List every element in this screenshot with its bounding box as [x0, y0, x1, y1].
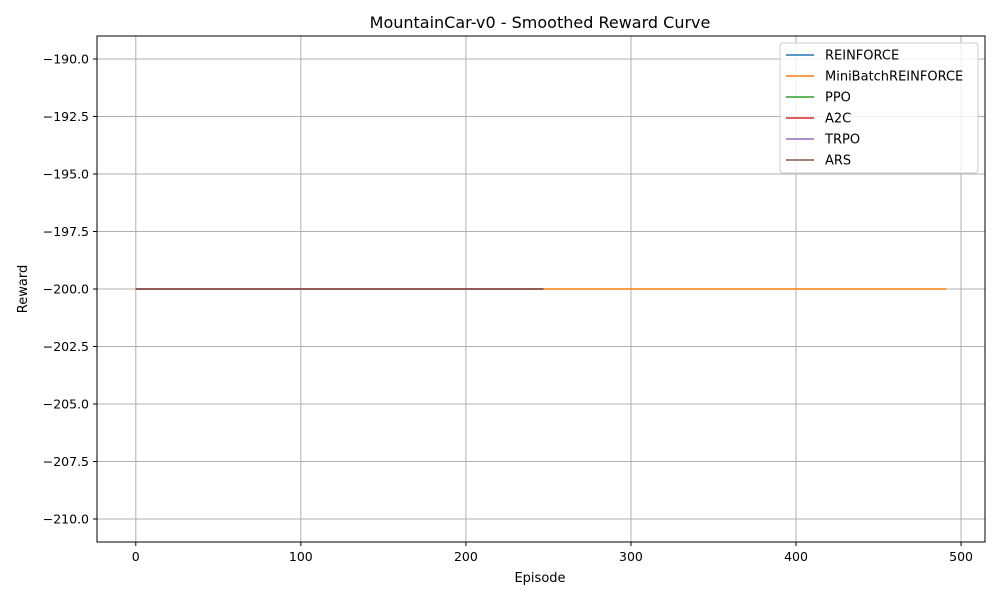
x-tick-label: 0	[132, 549, 140, 564]
chart-title: MountainCar-v0 - Smoothed Reward Curve	[370, 13, 711, 32]
x-axis-ticks: 0 100 200 300 400 500	[132, 542, 973, 564]
y-tick-label: −197.5	[43, 224, 89, 239]
y-tick-label: −207.5	[43, 454, 89, 469]
legend-label: ARS	[825, 154, 851, 169]
legend-label: TRPO	[824, 133, 860, 148]
x-tick-label: 100	[289, 549, 313, 564]
legend-label: A2C	[825, 112, 851, 127]
y-tick-label: −190.0	[43, 52, 89, 67]
y-tick-label: −192.5	[43, 109, 89, 124]
x-axis-label: Episode	[514, 571, 565, 586]
y-tick-label: −200.0	[43, 282, 89, 297]
y-axis-ticks: −190.0 −192.5 −195.0 −197.5 −200.0 −202.5 −205…	[43, 52, 97, 527]
y-tick-label: −195.0	[43, 167, 89, 182]
y-tick-label: −202.5	[43, 339, 89, 354]
legend-label: REINFORCE	[825, 49, 899, 64]
x-tick-label: 200	[454, 549, 478, 564]
x-tick-label: 400	[784, 549, 808, 564]
legend-label: PPO	[825, 91, 851, 106]
y-tick-label: −205.0	[43, 397, 89, 412]
x-tick-label: 300	[619, 549, 643, 564]
y-axis-label: Reward	[16, 265, 31, 313]
legend-box	[779, 42, 979, 174]
legend-label: MiniBatchREINFORCE	[825, 70, 963, 85]
x-tick-label: 500	[949, 549, 973, 564]
legend: REINFORCE MiniBatchREINFORCE PPO A2C TRPO ARS	[779, 42, 979, 174]
y-tick-label: −210.0	[43, 512, 89, 527]
